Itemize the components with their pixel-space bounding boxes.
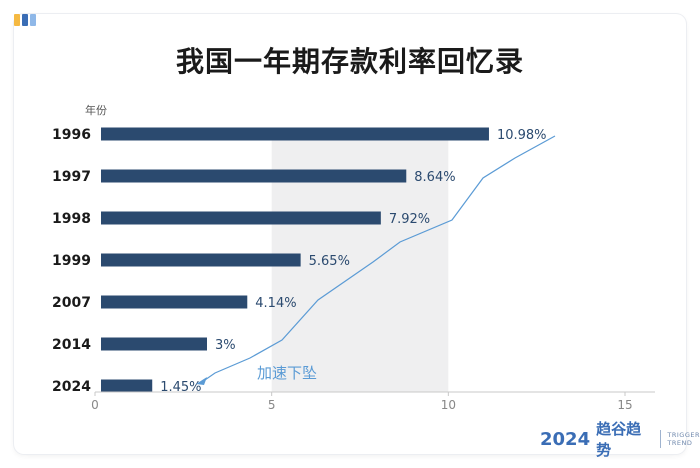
bar-2007	[101, 295, 248, 309]
chart-title: 我国一年期存款利率回忆录	[175, 45, 524, 78]
value-label-1996: 10.98%	[497, 128, 547, 143]
category-label-1996: 1996	[52, 127, 91, 143]
x-tick-label-5: 5	[268, 398, 276, 412]
category-label-1998: 1998	[52, 211, 91, 227]
value-label-2014: 3%	[215, 338, 236, 353]
category-label-1999: 1999	[52, 253, 91, 269]
value-label-2007: 4.14%	[255, 296, 296, 311]
trend-line	[201, 135, 556, 383]
brand-en-line1: TRIGGER	[667, 431, 700, 439]
category-label-2024: 2024	[52, 379, 91, 395]
brand-divider	[660, 430, 662, 448]
brand-english: TRIGGER TREND	[667, 431, 700, 447]
bar-2024	[101, 379, 153, 393]
brand-name: 趋谷趋势	[596, 420, 642, 459]
brand-logo: 2024 趋谷趋势 TRIGGER TREND	[540, 418, 700, 460]
value-label-1997: 8.64%	[414, 170, 455, 185]
bar-1997	[101, 169, 407, 183]
bar-1999	[101, 253, 301, 267]
value-label-1998: 7.92%	[389, 212, 430, 227]
brand-en-line2: TREND	[667, 439, 693, 447]
y-axis-label: 年份	[85, 103, 107, 117]
trend-arrow-icon	[196, 377, 207, 385]
bar-1998	[101, 211, 381, 225]
corner-accent-icon	[14, 14, 36, 26]
category-label-2007: 2007	[52, 295, 91, 311]
bar-2014	[101, 337, 207, 351]
category-label-2014: 2014	[52, 337, 91, 353]
x-tick-label-10: 10	[441, 398, 456, 412]
bar-1996	[101, 127, 489, 141]
trend-annotation: 加速下坠	[257, 364, 317, 382]
x-tick-label-0: 0	[91, 398, 99, 412]
x-tick-label-15: 15	[617, 398, 632, 412]
value-label-1999: 5.65%	[309, 254, 350, 269]
category-label-1997: 1997	[52, 169, 91, 185]
value-label-2024: 1.45%	[160, 380, 201, 395]
brand-year: 2024	[540, 428, 591, 450]
